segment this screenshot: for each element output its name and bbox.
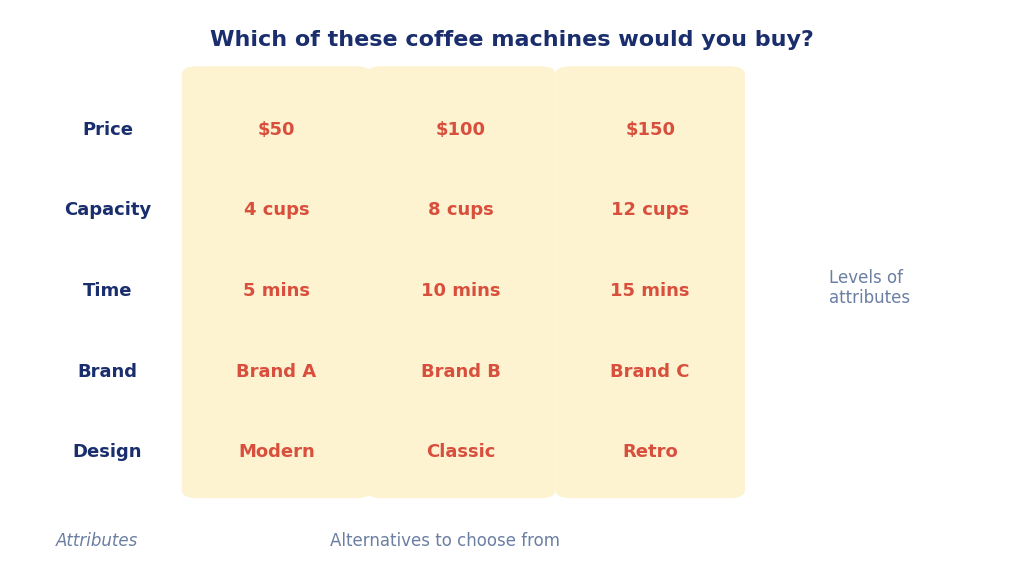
Text: Capacity: Capacity bbox=[63, 201, 152, 219]
FancyBboxPatch shape bbox=[182, 66, 371, 498]
Text: 5 mins: 5 mins bbox=[243, 282, 310, 300]
Text: Price: Price bbox=[82, 120, 133, 139]
Text: $100: $100 bbox=[436, 120, 485, 139]
Text: Brand A: Brand A bbox=[237, 362, 316, 381]
Text: 10 mins: 10 mins bbox=[421, 282, 501, 300]
Text: Alternatives to choose from: Alternatives to choose from bbox=[331, 532, 560, 551]
Text: Which of these coffee machines would you buy?: Which of these coffee machines would you… bbox=[210, 31, 814, 50]
Text: Classic: Classic bbox=[426, 443, 496, 461]
Text: Modern: Modern bbox=[239, 443, 314, 461]
Text: 4 cups: 4 cups bbox=[244, 201, 309, 219]
Text: Brand B: Brand B bbox=[421, 362, 501, 381]
Text: $150: $150 bbox=[626, 120, 675, 139]
Text: Design: Design bbox=[73, 443, 142, 461]
Text: Brand C: Brand C bbox=[610, 362, 690, 381]
Text: 15 mins: 15 mins bbox=[610, 282, 690, 300]
Text: 12 cups: 12 cups bbox=[611, 201, 689, 219]
FancyBboxPatch shape bbox=[367, 66, 555, 498]
Text: 8 cups: 8 cups bbox=[428, 201, 494, 219]
FancyBboxPatch shape bbox=[555, 66, 745, 498]
Text: Brand: Brand bbox=[78, 362, 137, 381]
Text: Time: Time bbox=[83, 282, 132, 300]
Text: $50: $50 bbox=[258, 120, 295, 139]
Text: Levels of
attributes: Levels of attributes bbox=[829, 268, 910, 308]
Text: Attributes: Attributes bbox=[56, 532, 138, 551]
Text: Retro: Retro bbox=[623, 443, 678, 461]
